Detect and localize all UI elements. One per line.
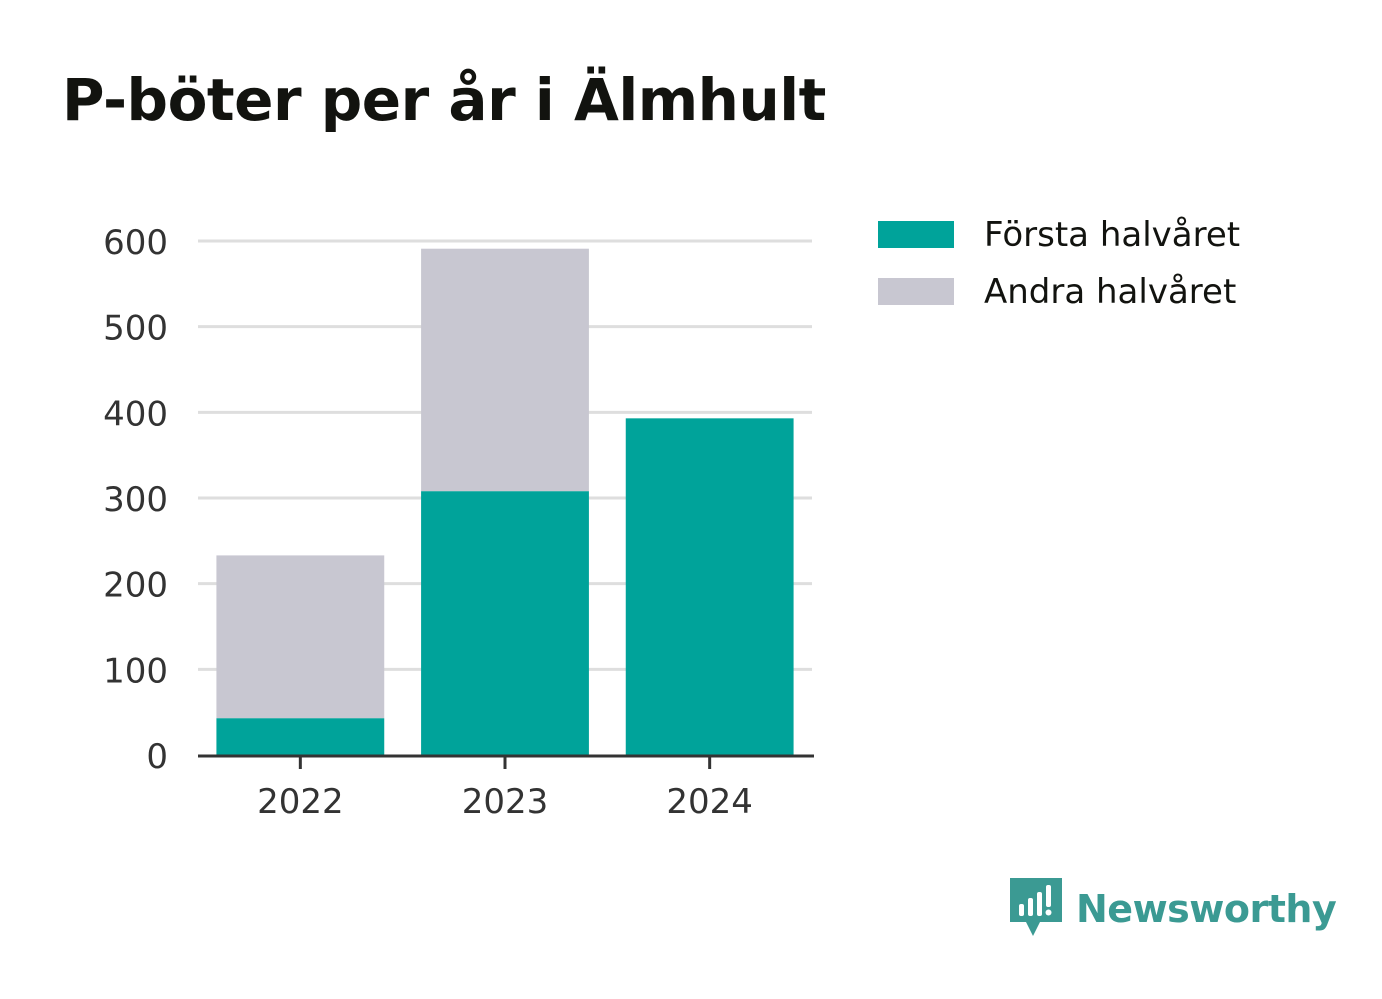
bar-2022-series-1: [216, 555, 385, 719]
legend-swatch-andra: [878, 278, 954, 305]
y-tick-label-300: 300: [103, 480, 168, 520]
bar-2024-series-0: [625, 418, 794, 755]
y-tick-label-100: 100: [103, 651, 168, 691]
x-axis: 2022 2023 2024: [198, 754, 814, 822]
bar-2023-series-1: [421, 248, 589, 492]
x-tick-label-2022: 2022: [257, 782, 344, 822]
y-axis: 0 100 200 300 400 500 600: [103, 223, 168, 777]
legend-label-andra: Andra halvåret: [984, 271, 1237, 312]
legend-item-andra: Andra halvåret: [878, 263, 1240, 320]
legend-item-forsta: Första halvåret: [878, 206, 1240, 263]
legend-label-forsta: Första halvåret: [984, 214, 1241, 255]
legend: Första halvåret Andra halvåret: [878, 206, 1240, 320]
bars: [216, 248, 794, 755]
bar-2023-series-0: [421, 491, 589, 755]
legend-swatch-forsta: [878, 221, 954, 248]
y-tick-label-200: 200: [103, 566, 168, 606]
brand-name: Newsworthy: [1076, 887, 1337, 931]
newsworthy-logo-icon: [1010, 878, 1062, 936]
chart-title: P-böter per år i Älmhult: [62, 66, 826, 134]
y-tick-label-400: 400: [103, 394, 168, 434]
bar-2022-series-0: [216, 718, 385, 755]
y-tick-label-0: 0: [146, 737, 168, 777]
y-tick-label-600: 600: [103, 223, 168, 263]
x-tick-label-2024: 2024: [666, 782, 753, 822]
brand: Newsworthy: [1010, 878, 1337, 940]
y-tick-label-500: 500: [103, 309, 168, 349]
x-tick-label-2023: 2023: [462, 782, 549, 822]
